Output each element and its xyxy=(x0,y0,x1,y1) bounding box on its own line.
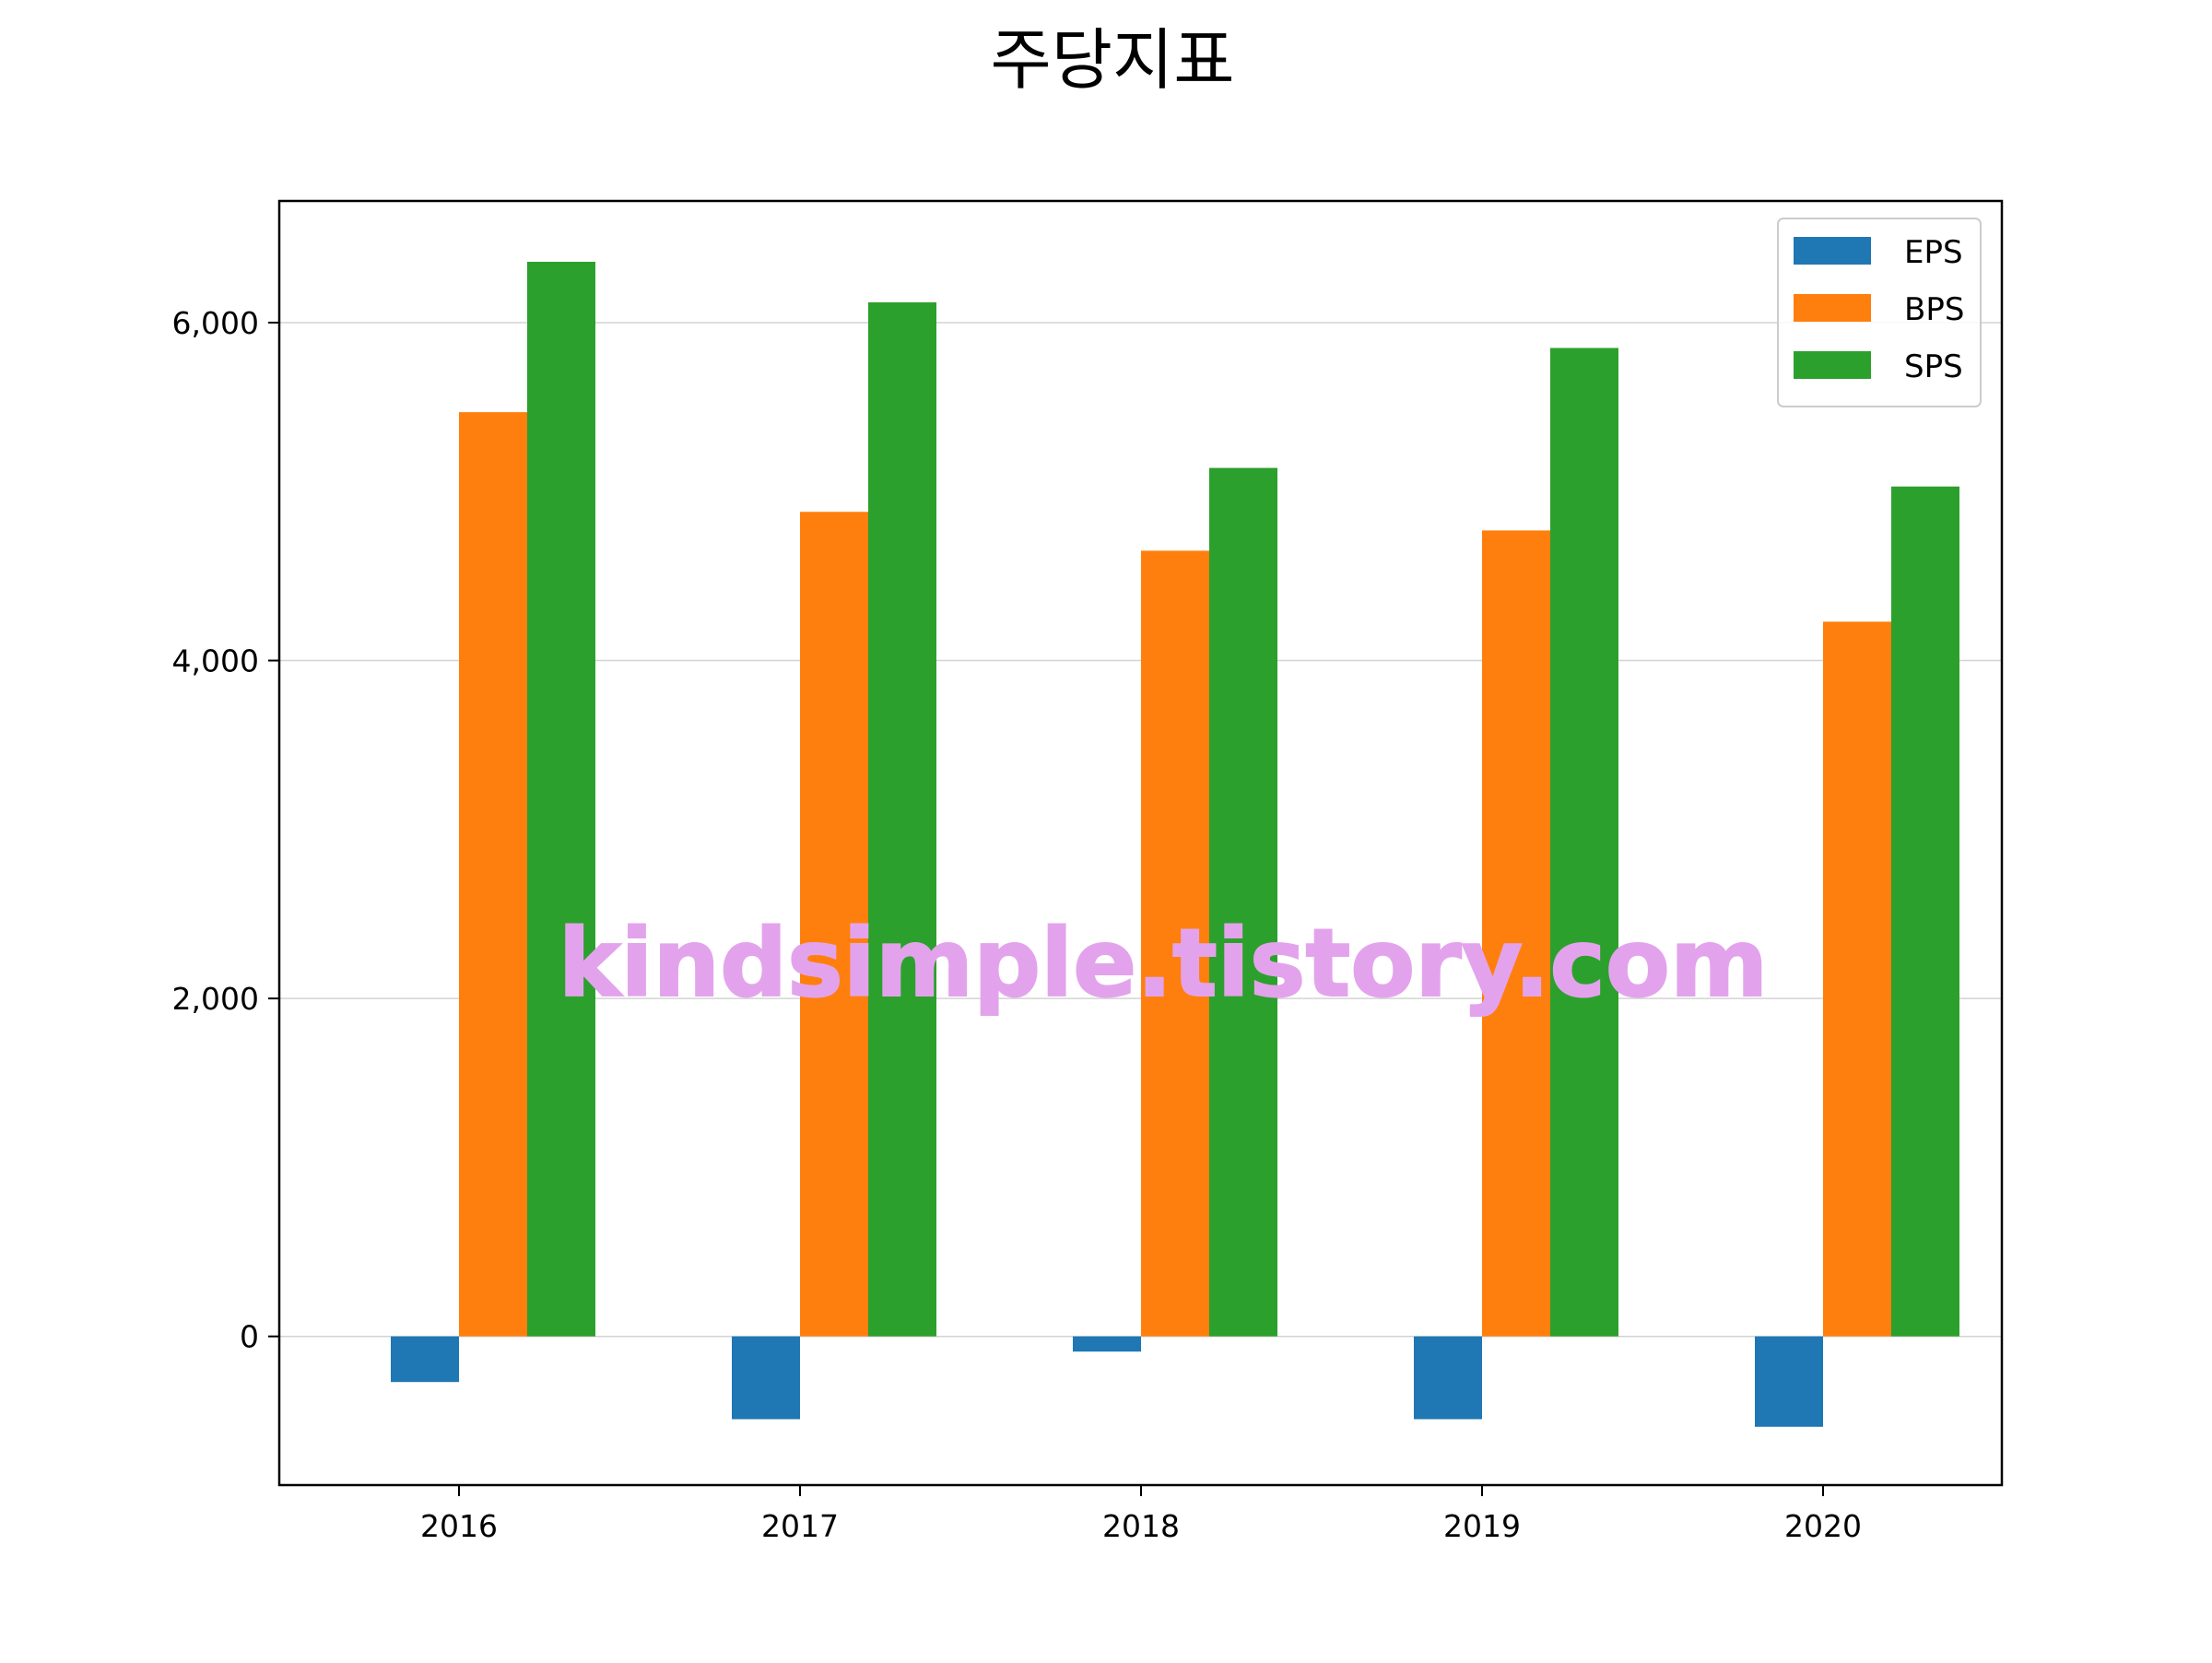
legend: EPS BPS SPS xyxy=(1777,218,1982,407)
bar-bps-2016 xyxy=(459,412,527,1337)
bar-eps-2019 xyxy=(1414,1336,1482,1420)
legend-swatch-bps xyxy=(1794,294,1871,322)
y-axis: 0 2,000 4,000 6,000 xyxy=(172,305,279,1355)
y-tick-label: 6,000 xyxy=(172,305,259,341)
bar-eps-2018 xyxy=(1073,1336,1141,1352)
watermark-text: kindsimple.tistory.com xyxy=(559,909,1769,1019)
y-tick-label: 0 xyxy=(240,1319,259,1355)
bar-eps-2016 xyxy=(391,1336,459,1383)
legend-label-bps: BPS xyxy=(1904,291,1964,328)
bar-eps-2020 xyxy=(1755,1336,1823,1427)
x-tick-label: 2020 xyxy=(1784,1508,1862,1544)
bar-sps-2018 xyxy=(1209,467,1277,1337)
legend-label-sps: SPS xyxy=(1904,348,1963,385)
legend-swatch-sps xyxy=(1794,351,1871,379)
y-tick-label: 2,000 xyxy=(172,981,259,1017)
x-tick-label: 2016 xyxy=(420,1508,498,1544)
x-tick-label: 2017 xyxy=(761,1508,839,1544)
bar-eps-2017 xyxy=(732,1336,800,1420)
bar-bps-2019 xyxy=(1482,530,1550,1337)
bar-bps-2020 xyxy=(1823,621,1891,1337)
bar-sps-2017 xyxy=(868,301,936,1337)
x-tick-label: 2019 xyxy=(1443,1508,1521,1544)
y-tick-label: 4,000 xyxy=(172,643,259,679)
bar-bps-2018 xyxy=(1141,550,1209,1337)
bar-sps-2016 xyxy=(527,261,595,1337)
bars xyxy=(391,261,1959,1427)
bar-bps-2017 xyxy=(800,512,868,1337)
chart-title: 주당지표 xyxy=(991,21,1235,99)
bar-sps-2020 xyxy=(1891,486,1959,1337)
legend-swatch-eps xyxy=(1794,237,1871,265)
x-axis: 2016 2017 2018 2019 2020 xyxy=(420,1485,1862,1544)
legend-label-eps: EPS xyxy=(1904,234,1963,271)
bar-sps-2019 xyxy=(1550,348,1618,1337)
x-tick-label: 2018 xyxy=(1102,1508,1180,1544)
